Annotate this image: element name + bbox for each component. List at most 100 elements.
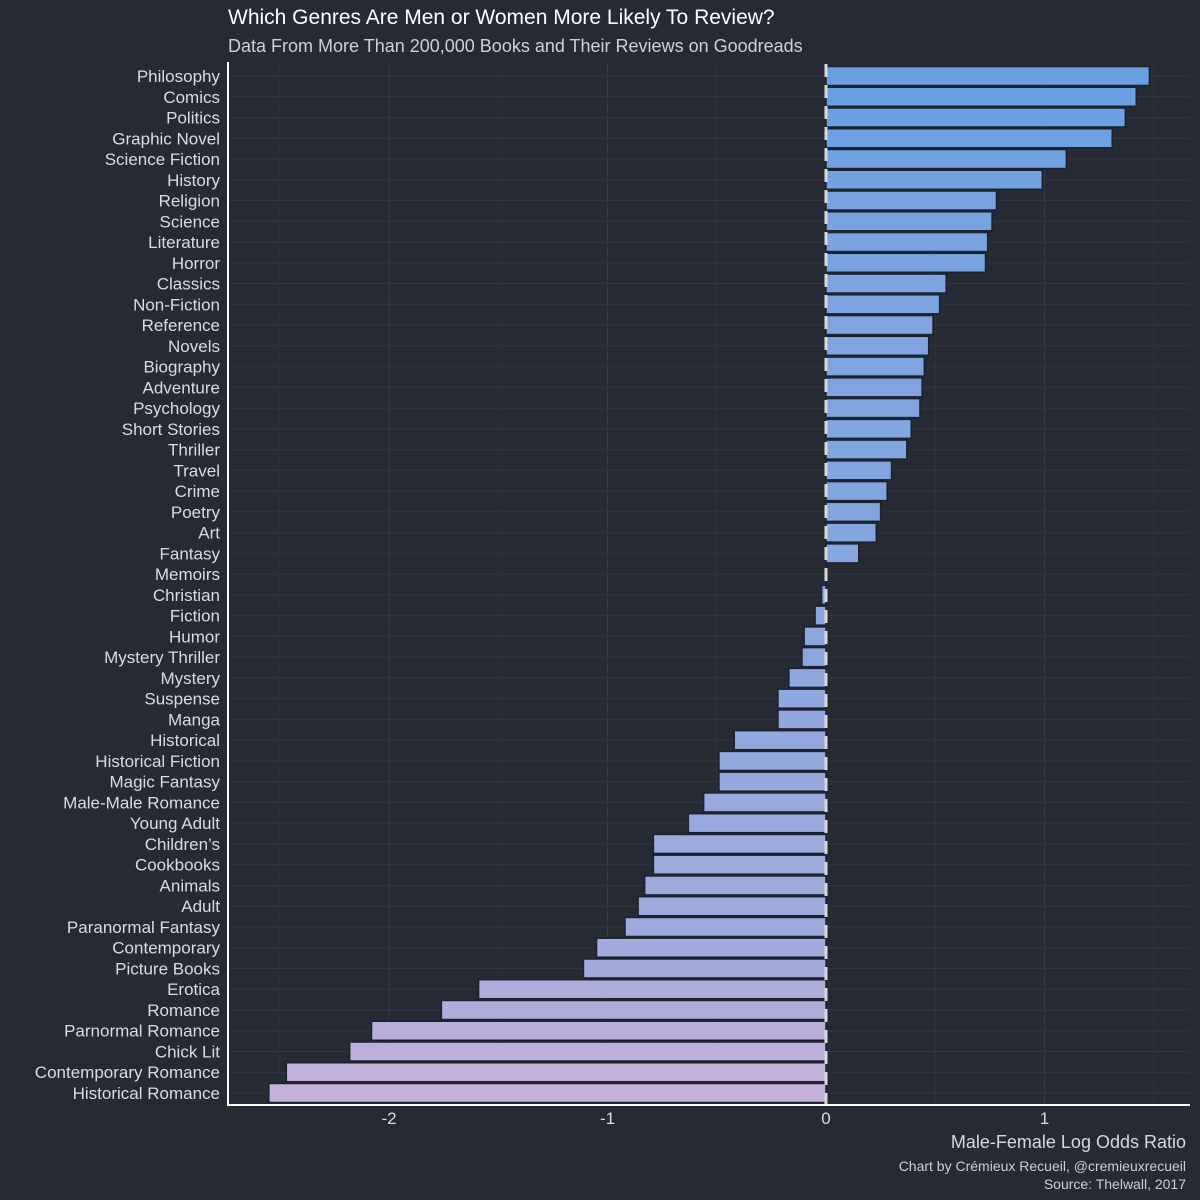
category-label: Horror [172, 254, 221, 273]
category-label: Historical Romance [73, 1084, 220, 1103]
category-label: Historical [150, 731, 220, 750]
bar-picture-books [582, 958, 827, 979]
bar-novels [825, 335, 930, 357]
bar-history [825, 169, 1044, 191]
category-label: Non-Fiction [133, 295, 220, 314]
caption-credit: Chart by Crémieux Recueil, @cremieuxrecu… [898, 1158, 1186, 1174]
bar-cookbooks [652, 854, 827, 875]
bar-biography [825, 356, 926, 377]
category-label: Poetry [171, 503, 221, 522]
bar-religion [825, 190, 998, 211]
bar-thriller [825, 439, 908, 460]
caption-source: Source: Thelwall, 2017 [1043, 1176, 1186, 1192]
category-label: Thriller [168, 441, 220, 460]
category-label: Animals [160, 876, 220, 895]
category-label: Historical Fiction [95, 752, 220, 771]
category-label: Adult [181, 897, 220, 916]
category-label: Paranormal Fantasy [67, 918, 221, 937]
bar-crime [825, 480, 888, 502]
bar-reference [825, 314, 934, 336]
bar-children-s [652, 833, 827, 855]
category-label: Contemporary Romance [35, 1063, 220, 1082]
category-label: Cookbooks [135, 856, 220, 875]
category-label: Mystery [161, 669, 221, 688]
category-label: Crime [175, 482, 220, 501]
bar-science-fiction [825, 148, 1068, 170]
bar-historical-fiction [718, 750, 827, 772]
bar-suspense [777, 688, 827, 709]
category-label: Erotica [167, 980, 220, 999]
bar-adventure [825, 377, 923, 398]
bar-male-male-romance [702, 792, 827, 813]
category-label: Science [160, 212, 220, 231]
category-label: Philosophy [137, 67, 221, 86]
category-label: Reference [142, 316, 220, 335]
bar-fantasy [825, 543, 860, 564]
bar-graphic-novel [825, 128, 1113, 149]
category-label: Contemporary [112, 939, 220, 958]
bar-literature [825, 231, 989, 253]
category-label: Young Adult [130, 814, 220, 833]
bar-politics [825, 107, 1127, 128]
x-tick-label: -1 [600, 1109, 615, 1128]
category-label: Religion [159, 192, 220, 211]
category-label: Adventure [143, 378, 221, 397]
category-label: Travel [173, 461, 220, 480]
category-label: Fantasy [160, 544, 221, 563]
category-label: Children’s [145, 835, 220, 854]
x-tick-label: -2 [381, 1109, 396, 1128]
bar-non-fiction [825, 294, 941, 315]
bar-travel [825, 460, 893, 481]
category-label: Mystery Thriller [104, 648, 220, 667]
chart-subtitle: Data From More Than 200,000 Books and Th… [228, 36, 803, 56]
bar-short-stories [825, 418, 912, 440]
bar-young-adult [687, 812, 827, 834]
category-label: Christian [153, 586, 220, 605]
bar-erotica [477, 978, 827, 1000]
bar-humor [803, 626, 827, 647]
x-tick-label: 1 [1040, 1109, 1049, 1128]
bar-philosophy [825, 65, 1151, 87]
category-label: Magic Fantasy [109, 773, 220, 792]
bar-magic-fantasy [718, 771, 827, 792]
bar-poetry [825, 501, 882, 523]
bar-comics [825, 86, 1138, 108]
bar-historical-romance [268, 1082, 827, 1104]
category-label: Romance [147, 1001, 220, 1020]
category-label: Comics [163, 88, 220, 107]
category-label: Manga [168, 710, 221, 729]
category-label: History [167, 171, 220, 190]
x-axis-label: Male-Female Log Odds Ratio [950, 1132, 1186, 1152]
bar-romance [440, 999, 827, 1021]
category-label: Science Fiction [105, 150, 220, 169]
category-label: Novels [168, 337, 220, 356]
category-label: Psychology [133, 399, 220, 418]
bar-parnormal-romance [370, 1020, 827, 1041]
bar-adult [637, 895, 827, 917]
category-label: Suspense [144, 690, 220, 709]
category-label: Chick Lit [155, 1042, 220, 1061]
category-label: Classics [157, 275, 220, 294]
bar-contemporary-romance [285, 1061, 827, 1083]
category-label: Short Stories [122, 420, 220, 439]
bar-contemporary [595, 937, 827, 958]
category-label: Fiction [170, 607, 220, 626]
chart-title: Which Genres Are Men or Women More Likel… [228, 6, 775, 29]
category-label: Parnormal Romance [64, 1022, 220, 1041]
bar-chick-lit [348, 1041, 827, 1062]
bar-fiction [814, 605, 827, 626]
x-tick-label: 0 [821, 1109, 830, 1128]
bar-historical [733, 729, 827, 751]
bar-science [825, 211, 993, 232]
bar-horror [825, 252, 987, 274]
bar-paranormal-fantasy [624, 916, 827, 938]
bar-mystery [788, 667, 827, 689]
bar-animals [643, 875, 827, 896]
bar-art [825, 522, 878, 543]
category-label: Memoirs [155, 565, 220, 584]
category-label: Picture Books [115, 959, 220, 978]
category-label: Male-Male Romance [63, 793, 220, 812]
category-label: Biography [143, 358, 220, 377]
category-label: Art [198, 524, 220, 543]
